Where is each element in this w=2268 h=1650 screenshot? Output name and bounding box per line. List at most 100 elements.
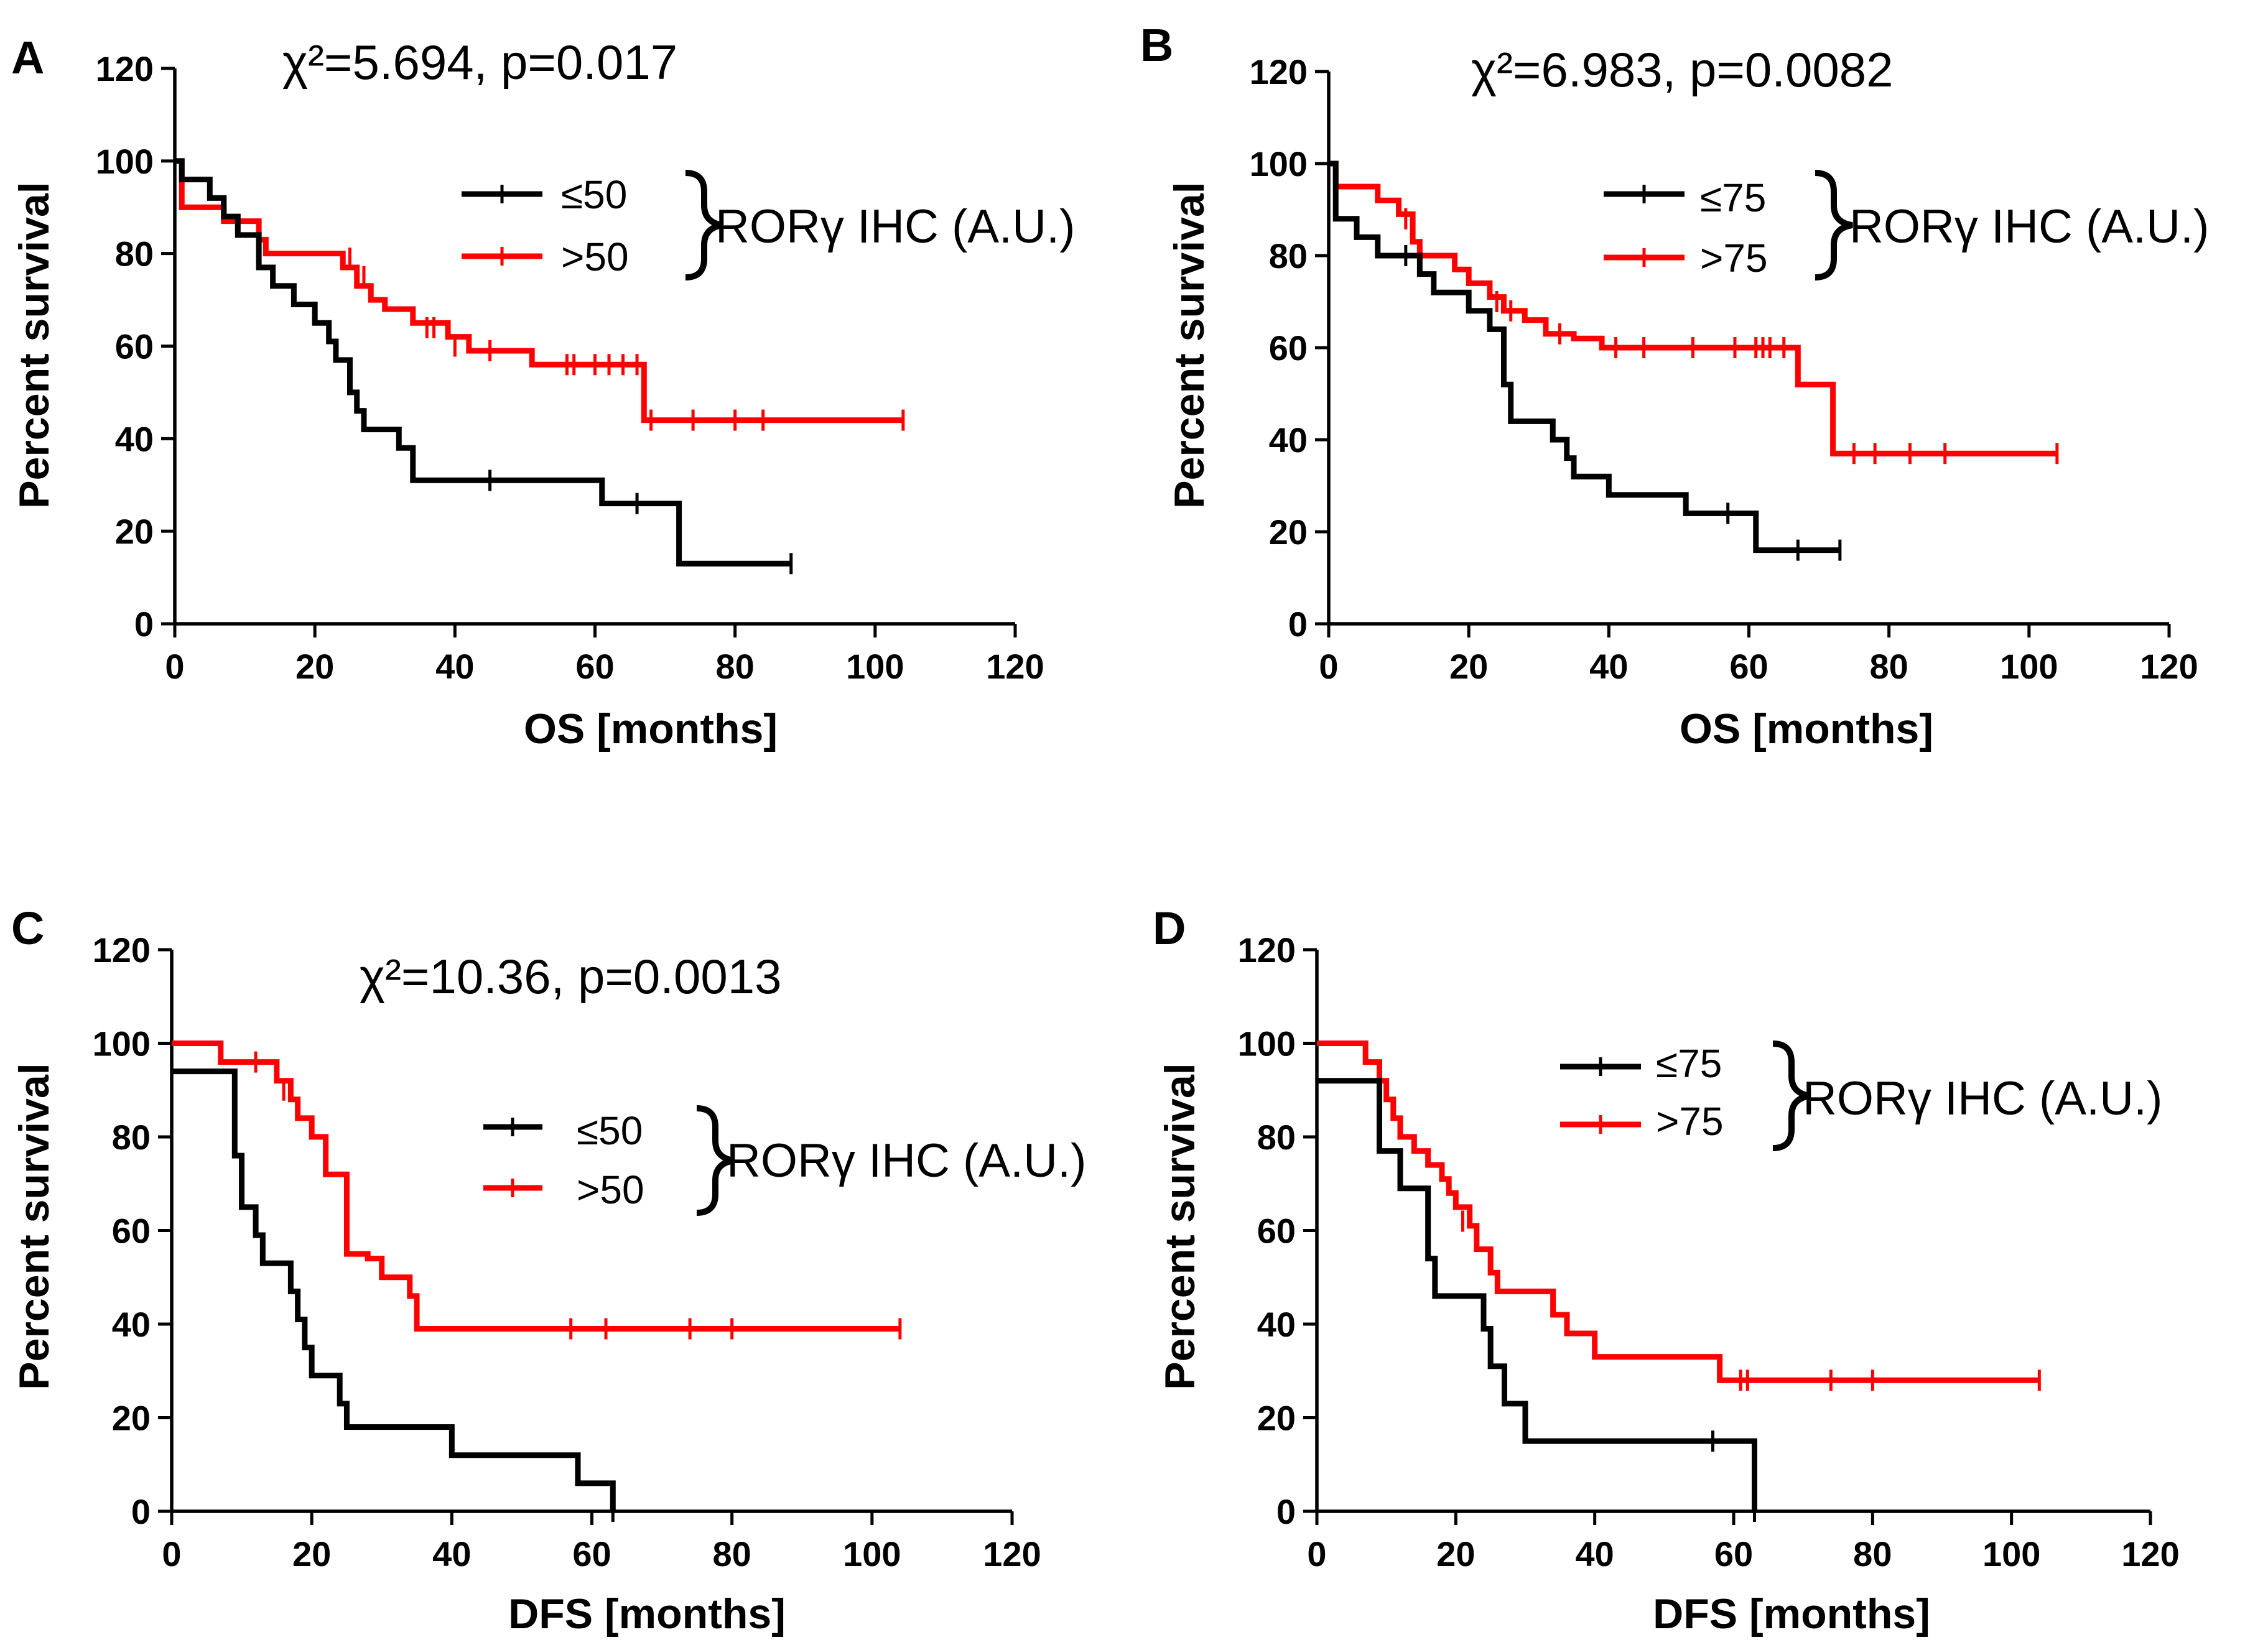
x-tick-label-d: 80 — [1853, 1534, 1892, 1574]
y-tick-label-b: 100 — [1250, 144, 1308, 183]
y-tick-label-d: 120 — [1238, 930, 1296, 970]
x-tick-label-c: 40 — [432, 1534, 471, 1574]
legend-label-d-low: ≤75 — [1656, 1041, 1722, 1086]
x-tick-label-b: 60 — [1729, 647, 1768, 686]
x-tick-label-b: 80 — [1870, 647, 1908, 686]
legend-b: ≤75 >75 RORγ IHC (A.U.) — [1604, 170, 2209, 280]
legend-label-b-low: ≤75 — [1700, 175, 1766, 220]
y-tick-label-d: 0 — [1276, 1492, 1296, 1531]
legend-group-label-a: RORγ IHC (A.U.) — [715, 200, 1075, 253]
legend-label-c-low: ≤50 — [577, 1108, 643, 1153]
legend-group-label-b: RORγ IHC (A.U.) — [1849, 200, 2209, 253]
km-curve-c-high — [172, 1041, 900, 1332]
y-tick-label-c: 120 — [93, 930, 151, 970]
y-tick-label-a: 40 — [115, 419, 154, 458]
x-tick-label-a: 120 — [986, 647, 1044, 686]
km-curve-a-high — [175, 158, 903, 424]
x-tick-label-a: 0 — [165, 647, 184, 686]
x-tick-label-d: 100 — [1982, 1534, 2040, 1574]
km-curve-a-low — [175, 158, 791, 567]
plot-area-b: 0 20 40 60 80 100 120 0 20 40 60 80 100 120 — [1250, 52, 2198, 686]
y-tick-label-c: 60 — [112, 1212, 151, 1251]
panel-label-d: D — [1153, 902, 1186, 954]
legend-c: ≤50 >50 RORγ IHC (A.U.) — [483, 1105, 1086, 1216]
panel-label-a: A — [11, 32, 44, 83]
y-tick-label-c: 0 — [131, 1492, 151, 1531]
y-tick-label-b: 60 — [1269, 328, 1308, 368]
y-tick-label-b: 120 — [1250, 52, 1308, 91]
y-tick-label-d: 20 — [1257, 1399, 1296, 1438]
y-tick-label-c: 100 — [93, 1024, 151, 1064]
x-tick-label-d: 60 — [1714, 1534, 1753, 1574]
x-axis-title-c: DFS [months] — [508, 1590, 786, 1638]
y-axis-title-b: Percent survival — [1166, 182, 1213, 508]
x-tick-label-c: 60 — [572, 1534, 611, 1574]
y-tick-label-b: 80 — [1269, 236, 1308, 276]
x-tick-label-a: 80 — [716, 647, 755, 686]
y-tick-label-b: 0 — [1288, 605, 1308, 644]
panel-label-b: B — [1140, 19, 1173, 71]
km-curve-b-high — [1329, 160, 2057, 457]
panel-label-c: C — [11, 902, 44, 954]
y-tick-label-a: 0 — [134, 605, 154, 644]
x-tick-label-c: 100 — [843, 1534, 901, 1574]
legend-brace-a — [685, 170, 723, 280]
x-tick-label-c: 80 — [713, 1534, 751, 1574]
legend-label-a-low: ≤50 — [561, 172, 627, 217]
legend-label-a-high: >50 — [561, 234, 629, 279]
x-tick-label-b: 100 — [2000, 647, 2058, 686]
x-tick-label-c: 120 — [983, 1534, 1041, 1574]
plot-area-c: 0 20 40 60 80 100 120 0 20 40 60 80 100 120 — [93, 930, 1041, 1574]
x-tick-label-c: 0 — [162, 1534, 181, 1574]
x-axis-title-b: OS [months] — [1680, 705, 1933, 753]
y-tick-label-a: 80 — [115, 234, 154, 274]
y-tick-label-d: 100 — [1238, 1024, 1296, 1064]
km-curve-d-low — [1317, 1078, 1757, 1511]
y-tick-label-a: 20 — [115, 512, 154, 551]
x-tick-label-d: 0 — [1307, 1534, 1326, 1574]
stat-text-c: χ²=10.36, p=0.0013 — [360, 949, 782, 1004]
y-axis-title-d: Percent survival — [1156, 1063, 1204, 1389]
legend-brace-c — [696, 1105, 735, 1216]
x-axis-title-a: OS [months] — [524, 705, 778, 753]
y-axis-title-c: Percent survival — [11, 1063, 58, 1389]
x-tick-label-b: 0 — [1319, 647, 1338, 686]
panel-a: A χ²=5.694, p=0.017 OS [months] Percent … — [11, 32, 1075, 753]
legend-label-c-high: >50 — [577, 1167, 644, 1212]
legend-group-label-d: RORγ IHC (A.U.) — [1803, 1072, 2162, 1125]
stat-text-a: χ²=5.694, p=0.017 — [282, 35, 677, 90]
y-tick-label-d: 60 — [1257, 1212, 1296, 1251]
km-curve-b-low — [1329, 160, 1840, 554]
x-tick-label-d: 40 — [1576, 1534, 1614, 1574]
y-tick-label-c: 20 — [112, 1399, 151, 1438]
y-axis-title-a: Percent survival — [11, 182, 58, 508]
y-tick-label-a: 60 — [115, 327, 154, 366]
panel-d: D DFS [months] Percent survival 0 20 40 60 8… — [1153, 902, 2180, 1638]
stat-text-b: χ²=6.983, p=0.0082 — [1471, 42, 1894, 97]
legend-a: ≤50 >50 RORγ IHC (A.U.) — [462, 170, 1075, 280]
legend-label-b-high: >75 — [1700, 236, 1768, 280]
x-tick-label-a: 60 — [575, 647, 614, 686]
x-tick-label-d: 20 — [1436, 1534, 1475, 1574]
y-tick-label-b: 20 — [1269, 512, 1308, 552]
plot-area-d: 0 20 40 60 80 100 120 0 20 40 60 80 100 120 — [1238, 930, 2180, 1574]
x-tick-label-a: 100 — [846, 647, 904, 686]
legend-d: ≤75 >75 RORγ IHC (A.U.) — [1560, 1041, 2162, 1151]
plot-area-a: 0 20 40 60 80 100 120 0 20 40 60 80 100 120 — [96, 49, 1044, 686]
y-tick-label-c: 40 — [112, 1305, 151, 1344]
legend-group-label-c: RORγ IHC (A.U.) — [727, 1134, 1086, 1187]
y-tick-label-b: 40 — [1269, 420, 1308, 460]
y-tick-label-d: 40 — [1257, 1305, 1296, 1344]
panel-c: C χ²=10.36, p=0.0013 DFS [months] Percen… — [11, 902, 1086, 1638]
x-tick-label-c: 20 — [292, 1534, 331, 1574]
panel-b: B χ²=6.983, p=0.0082 OS [months] Percent… — [1140, 19, 2209, 753]
y-tick-label-a: 100 — [96, 142, 154, 181]
x-tick-label-a: 20 — [295, 647, 334, 686]
legend-label-d-high: >75 — [1656, 1099, 1724, 1144]
km-curve-d-high — [1317, 1041, 2040, 1383]
y-tick-label-d: 80 — [1257, 1118, 1296, 1157]
x-tick-label-a: 40 — [435, 647, 474, 686]
x-tick-label-b: 20 — [1449, 647, 1488, 686]
